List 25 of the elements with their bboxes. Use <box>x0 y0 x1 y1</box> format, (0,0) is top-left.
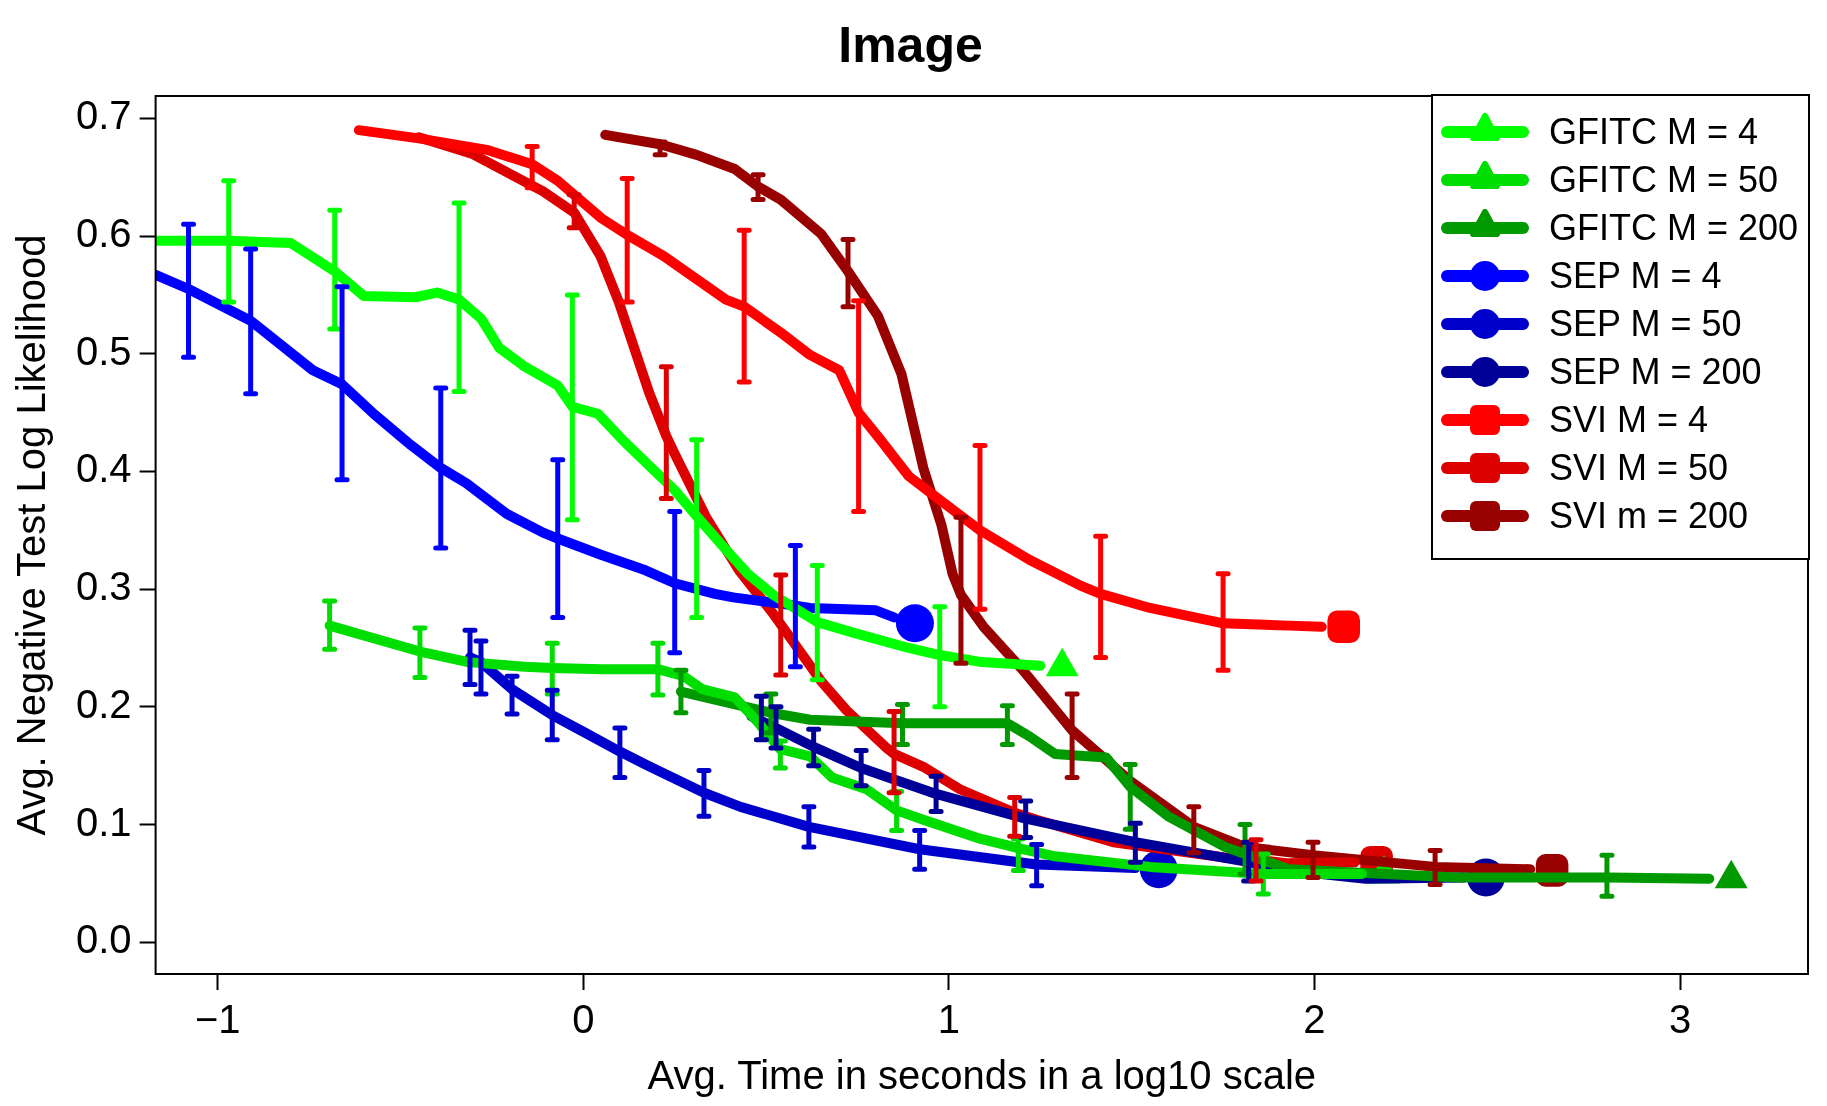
legend-label: SEP M = 200 <box>1549 350 1762 394</box>
y-tick-label: 0.5 <box>76 328 132 373</box>
x-tick-label: −1 <box>194 997 241 1042</box>
legend-label: GFITC M = 200 <box>1549 206 1799 250</box>
x-tick-label: 3 <box>1668 997 1692 1042</box>
y-tick-label: 0.0 <box>76 917 132 962</box>
x-tick-label: 0 <box>572 997 595 1042</box>
chart-title: Image <box>838 16 983 73</box>
y-tick-label: 0.2 <box>76 681 132 726</box>
legend-label: SVI m = 200 <box>1549 494 1749 538</box>
x-tick-label: 2 <box>1303 997 1326 1042</box>
legend-label: GFITC M = 50 <box>1549 158 1779 202</box>
y-tick-label: 0.1 <box>76 799 132 844</box>
legend-label: GFITC M = 4 <box>1549 110 1759 154</box>
legend-label: SEP M = 4 <box>1549 254 1722 298</box>
legend-label: SVI M = 50 <box>1549 446 1729 490</box>
y-tick-label: 0.6 <box>76 211 132 256</box>
x-tick-label: 1 <box>937 997 961 1042</box>
legend-label: SVI M = 4 <box>1549 398 1709 442</box>
legend-label: SEP M = 50 <box>1549 302 1742 346</box>
y-tick-label: 0.4 <box>76 446 132 491</box>
y-tick-label: 0.7 <box>76 93 132 138</box>
x-axis-title: Avg. Time in seconds in a log10 scale <box>647 1053 1317 1098</box>
y-axis-title: Avg. Negative Test Log Likelihood <box>9 234 54 836</box>
y-tick-label: 0.3 <box>76 564 132 609</box>
